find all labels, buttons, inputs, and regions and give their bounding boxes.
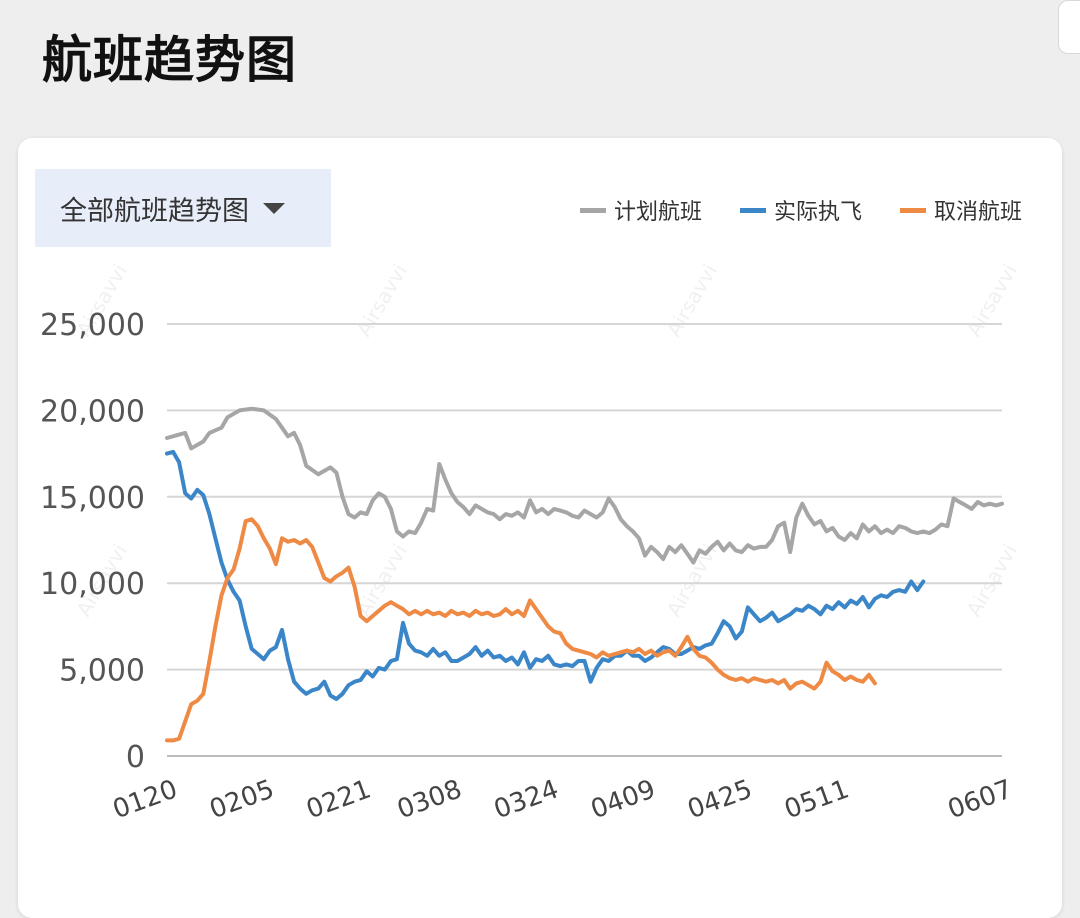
x-tick-label-2: 0221	[303, 774, 375, 825]
x-axis-ticks: 0120 0205 0221 0308 0324 0409 0425 0511 0607	[109, 774, 1016, 825]
y-tick-label-1: 5,000	[59, 654, 145, 689]
side-handle[interactable]	[1058, 0, 1080, 54]
y-tick-label-0: 0	[126, 740, 145, 775]
watermark-2: Airsavvi	[662, 260, 722, 341]
legend-swatch-planned	[579, 207, 606, 213]
series-line-planned	[165, 406, 1004, 565]
chart-card: 全部航班趋势图 计划航班 实际执飞 取消航班 Airsavvi Airsavvi A…	[18, 138, 1062, 918]
legend-swatch-cancelled	[899, 207, 926, 213]
page-title: 航班趋势图	[42, 31, 297, 89]
x-tick-label-7: 0511	[781, 774, 853, 825]
x-tick-label-6: 0425	[684, 774, 756, 825]
legend-label-planned: 计划航班	[613, 200, 702, 225]
dropdown-label: 全部航班趋势图	[60, 195, 249, 227]
watermark-3: Airsavvi	[962, 260, 1022, 341]
watermark-1: Airsavvi	[352, 260, 412, 341]
y-tick-label-5: 25,000	[40, 308, 145, 343]
watermark-layer: Airsavvi Airsavvi Airsavvi Airsavvi Airsavvi…	[72, 260, 1022, 621]
series-lines	[165, 406, 1004, 743]
legend-item-planned[interactable]: 计划航班	[579, 194, 702, 226]
y-tick-label-4: 20,000	[40, 394, 145, 429]
x-tick-label-3: 0308	[393, 774, 465, 825]
x-tick-label-4: 0324	[490, 774, 562, 825]
chart-type-dropdown[interactable]: 全部航班趋势图	[35, 169, 331, 247]
legend-swatch-actual	[739, 207, 766, 213]
legend-label-actual: 实际执飞	[773, 200, 862, 225]
y-axis-ticks: 0 5,000 10,000 15,000 20,000 25,000	[40, 308, 145, 775]
x-tick-label-1: 0205	[206, 774, 278, 825]
gridlines	[167, 323, 1002, 757]
legend-label-cancelled: 取消航班	[933, 200, 1022, 225]
line-chart: Airsavvi Airsavvi Airsavvi Airsavvi Airsavvi…	[40, 260, 1022, 825]
x-tick-label-0: 0120	[109, 774, 181, 825]
x-tick-label-8: 0607	[944, 774, 1016, 825]
caret-down-icon	[263, 202, 285, 214]
x-tick-label-5: 0409	[587, 774, 659, 825]
watermark-6: Airsavvi	[662, 540, 722, 621]
y-tick-label-2: 10,000	[40, 567, 145, 602]
series-line-actual	[165, 449, 926, 701]
legend-item-cancelled[interactable]: 取消航班	[899, 194, 1022, 226]
watermark-7: Airsavvi	[962, 540, 1022, 621]
y-tick-label-3: 15,000	[40, 481, 145, 516]
chart-legend: 计划航班 实际执飞 取消航班	[542, 194, 1022, 226]
legend-item-actual[interactable]: 实际执飞	[739, 194, 862, 226]
series-line-cancelled	[165, 517, 877, 743]
